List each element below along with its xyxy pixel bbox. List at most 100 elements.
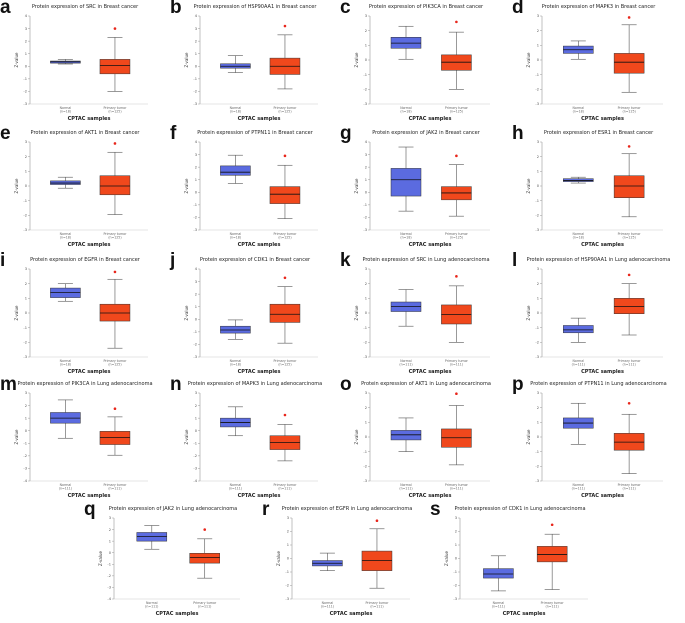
y-tick-label: 3 (537, 267, 539, 271)
panel-letter: j (170, 250, 176, 271)
chart-title: Protein expression of AKT1 in Breast can… (30, 130, 140, 136)
y-tick-label: -1 (363, 73, 367, 77)
chart-title: Protein expression of ESR1 in Breast can… (543, 130, 654, 136)
y-tick-label: 0 (25, 64, 28, 68)
y-tick-label: -3 (535, 479, 539, 483)
y-tick-label: -1 (193, 330, 197, 334)
chart-title: Protein expression of PIK3CA in Lung ade… (17, 381, 153, 387)
chart-title: Protein expression of EGFR in Breast can… (30, 257, 140, 263)
sample-count-label: (n=18) (400, 236, 411, 240)
x-axis-label: CPTAC samples (581, 242, 624, 248)
y-tick-label: 4 (195, 140, 198, 144)
y-axis-label: Z-value (184, 429, 189, 444)
chart-panel-q: q Protein expression of JAK2 in Lung aden… (84, 499, 262, 623)
y-tick-label: 0 (365, 58, 368, 62)
sample-count-label: (n=111) (399, 487, 412, 491)
y-tick-label: 3 (195, 27, 197, 31)
x-axis-label: CPTAC samples (68, 242, 111, 248)
chart-title: Protein expression of AKT1 in Lung adeno… (361, 381, 491, 387)
category-label: Primary tumor (618, 483, 642, 487)
box-normal (563, 317, 594, 343)
y-axis-label: Z-value (354, 178, 359, 193)
panel-letter: b (170, 0, 182, 18)
y-tick-label: 2 (537, 282, 539, 286)
chart-title: Protein expression of JAK2 in Lung adeno… (108, 506, 238, 512)
panel-letter: r (262, 499, 270, 520)
panel-letter: i (0, 250, 6, 271)
y-tick-label: -3 (453, 597, 457, 601)
y-tick-label: 2 (287, 530, 289, 534)
y-tick-label: 2 (195, 39, 197, 43)
x-axis-label: CPTAC samples (238, 493, 281, 499)
box-primary-tumor (189, 528, 220, 579)
boxplot-svg: -3 -2 -1 0 1 2 3 Z-value Normal(n=18) Primary tum… (526, 14, 663, 122)
outlier-marker (627, 145, 631, 148)
y-tick-label: 1 (25, 52, 27, 56)
y-tick-label: 1 (25, 170, 27, 174)
y-tick-label: -2 (363, 216, 367, 220)
y-tick-label: -3 (193, 228, 197, 232)
y-tick-label: 0 (287, 557, 290, 561)
y-tick-label: -2 (107, 574, 111, 578)
panel-letter: f (170, 123, 177, 144)
box-normal (220, 55, 251, 73)
y-tick-label: -1 (23, 326, 27, 330)
sample-count-label: (n=125) (278, 236, 291, 240)
category-label: Primary tumor (445, 232, 469, 236)
category-label: Normal (60, 359, 72, 363)
boxplot-svg: -3 -2 -1 0 1 2 3 Z-value Normal(n=18) Primary tum… (14, 140, 148, 248)
y-axis-label: Z-value (184, 305, 189, 320)
y-tick-label: 2 (537, 29, 539, 33)
box-primary-tumor (613, 145, 645, 218)
y-axis-label: Z-value (184, 52, 189, 67)
sample-count-label: (n=111) (572, 487, 585, 491)
y-tick-label: 0 (537, 58, 540, 62)
y-tick-label: -2 (453, 584, 457, 588)
category-label: Primary tumor (273, 106, 297, 110)
y-tick-label: 0 (365, 190, 368, 194)
y-tick-label: 1 (195, 178, 197, 182)
chart-title: Protein expression of MAPK3 in Lung aden… (187, 381, 323, 387)
y-tick-label: 2 (25, 404, 27, 408)
chart-title: Protein expression of EGFR in Lung adeno… (281, 506, 413, 512)
iqr-box (220, 165, 251, 176)
y-tick-label: -3 (535, 228, 539, 232)
x-axis-label: CPTAC samples (581, 493, 624, 499)
y-tick-label: 1 (195, 416, 197, 420)
category-label: Normal (573, 359, 585, 363)
category-label: Normal (230, 359, 242, 363)
category-label: Normal (60, 232, 72, 236)
panel-letter: k (340, 250, 351, 271)
category-label: Primary tumor (273, 232, 297, 236)
sample-count-label: (n=111) (59, 487, 72, 491)
outlier-marker (283, 276, 287, 280)
boxplot-svg: -4-3-2-10123Z-valueNormal(n=111)Primary … (14, 391, 148, 499)
y-tick-label: -3 (535, 102, 539, 106)
box-normal (390, 289, 422, 327)
iqr-box (483, 568, 514, 579)
category-label: Normal (400, 232, 412, 236)
y-tick-label: 1 (25, 297, 27, 301)
panel-letter: l (512, 250, 518, 271)
y-tick-label: 2 (537, 406, 539, 410)
box-normal (563, 176, 594, 184)
outlier-marker (627, 16, 631, 19)
x-axis-label: CPTAC samples (238, 116, 281, 122)
chart-panel-k: k Protein expression of SRC in Lung adeno… (340, 250, 512, 381)
sample-count-label: (n=125) (108, 363, 121, 367)
box-primary-tumor (441, 154, 472, 217)
sample-count-label: (n=111) (546, 605, 559, 609)
y-tick-label: -3 (363, 355, 367, 359)
boxplot-svg: -3 -2 -1 0 1 2 3 4 Z-value Normal(n=18) Primary tu… (14, 14, 148, 122)
chart-title: Protein expression of PTPN11 in Lung ade… (530, 381, 667, 387)
box-normal (390, 417, 422, 452)
y-tick-label: 0 (195, 190, 198, 194)
chart-title: Protein expression of SRC in Lung adenoc… (362, 257, 490, 263)
y-tick-label: 4 (195, 14, 198, 18)
panel-letter: n (170, 374, 182, 395)
y-tick-label: 0 (537, 435, 540, 439)
y-tick-label: -1 (285, 570, 289, 574)
y-tick-label: 3 (365, 391, 367, 395)
panel-letter: e (0, 123, 11, 144)
y-tick-label: 2 (195, 404, 197, 408)
